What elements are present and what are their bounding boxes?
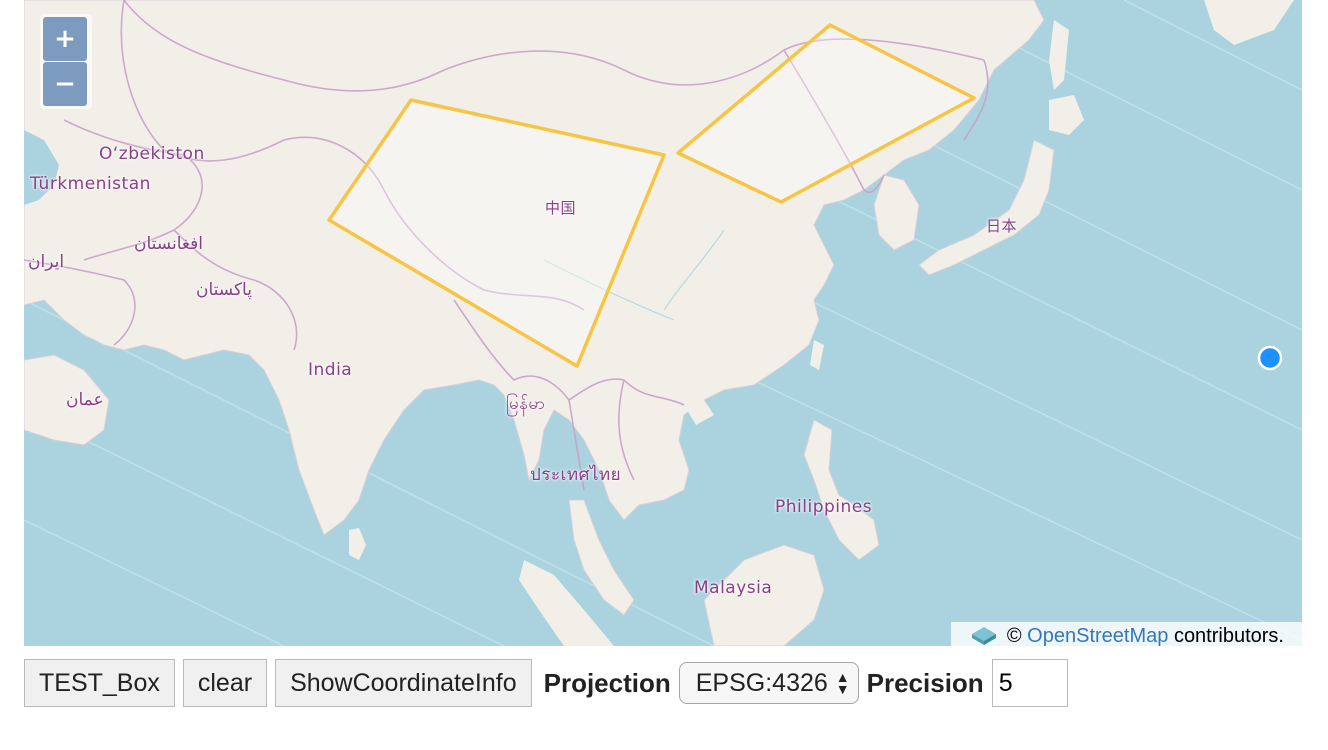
osm-link[interactable]: OpenStreetMap bbox=[1027, 624, 1169, 647]
test-box-button[interactable]: TEST_Box bbox=[24, 659, 175, 707]
projection-select-value: EPSG:4326 bbox=[695, 668, 828, 697]
show-coordinate-info-button[interactable]: ShowCoordinateInfo bbox=[275, 659, 532, 707]
label-pakistan: پاکستان bbox=[196, 280, 252, 300]
drawn-box-east bbox=[676, 23, 976, 204]
zoom-in-button[interactable]: + bbox=[43, 17, 87, 61]
label-india: India bbox=[308, 360, 353, 380]
map-attribution: © OpenStreetMap contributors. bbox=[950, 622, 1302, 647]
point-feature bbox=[1257, 345, 1283, 371]
label-china: 中国 bbox=[545, 199, 577, 217]
label-afghanistan: افغانستان bbox=[134, 234, 203, 254]
label-malaysia: Malaysia bbox=[694, 578, 773, 598]
projection-select[interactable]: EPSG:4326 ▲ ▼ bbox=[678, 662, 859, 704]
attribution-copyright: © bbox=[1006, 624, 1022, 647]
label-uzbekistan: O‘zbekiston bbox=[99, 144, 205, 164]
zoom-control: + − bbox=[40, 14, 92, 109]
label-philippines: Philippines bbox=[775, 497, 873, 517]
label-turkmenistan: Türkmenistan bbox=[30, 174, 151, 194]
toolbar: TEST_Box clear ShowCoordinateInfo Projec… bbox=[24, 658, 1068, 708]
layers-icon[interactable] bbox=[971, 623, 997, 646]
clear-button[interactable]: clear bbox=[182, 659, 268, 707]
drawn-box-west bbox=[327, 98, 666, 368]
label-oman: عمان bbox=[66, 390, 104, 410]
label-japan: 日本 bbox=[986, 217, 1018, 235]
select-arrows-icon: ▲ ▼ bbox=[835, 669, 850, 697]
label-myanmar: မြန်မာ bbox=[506, 394, 546, 414]
basemap bbox=[24, 0, 1302, 646]
zoom-out-button[interactable]: − bbox=[43, 62, 87, 106]
label-thailand: ประเทศไทย bbox=[530, 465, 622, 485]
map-viewport[interactable]: O‘zbekiston Türkmenistan افغانستان ایران… bbox=[24, 0, 1302, 646]
label-iran: ایران bbox=[28, 252, 65, 272]
projection-label: Projection bbox=[543, 667, 671, 698]
attribution-suffix: contributors. bbox=[1173, 624, 1284, 647]
precision-label: Precision bbox=[866, 667, 984, 698]
precision-input[interactable] bbox=[991, 659, 1068, 707]
